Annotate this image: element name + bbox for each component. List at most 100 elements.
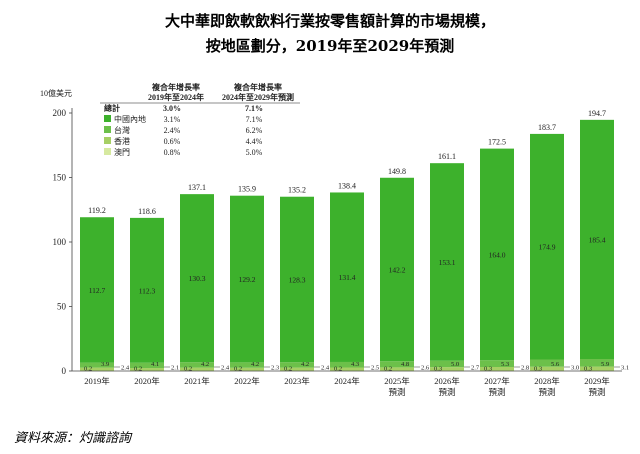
bar-label-macau: 0.2 [184,366,192,373]
legend-swatch [104,126,111,133]
bar-label-taiwan: 4.2 [301,361,309,368]
bar-label-taiwan: 4.2 [251,361,259,368]
bar-segment-中國內地 [80,217,114,363]
cagr-value-2019-2024: 3.0% [163,104,181,113]
bar-label-mainland: 185.4 [589,235,606,244]
bar-label-macau: 0.2 [234,366,242,373]
bar-label-taiwan: 3.9 [101,361,109,368]
bar-total-label: 138.4 [338,181,356,190]
cagr-value-2019-2024: 2.4% [164,126,181,135]
bar-total-label: 137.1 [188,183,206,192]
bar-label-mainland: 128.3 [289,275,306,284]
bar-segment-台灣 [380,361,414,368]
x-axis: 2019年 2020年 2021年 2022年 2023年 2024年 2025年預測202… [72,370,622,397]
x-tick-sublabel: 預測 [488,387,505,397]
bar-label-mainland: 112.3 [139,286,156,295]
bar-label-macau: 0.2 [84,366,92,373]
bar-segment-台灣 [180,362,214,368]
bar-segment-中國內地 [530,133,564,360]
bar-segment-中國內地 [330,192,364,362]
bar-label-taiwan: 5.3 [501,361,509,368]
legend-label: 台灣 [114,125,130,135]
bar-label-hongkong: 3.1 [621,365,629,372]
x-tick-sublabel: 預測 [538,387,555,397]
y-tick-label: 150 [53,173,67,183]
bar-label-mainland: 129.2 [239,275,256,284]
source-note: 資料來源：灼識諮詢 [14,431,133,446]
bar-label-macau: 0.3 [534,366,542,373]
x-tick-label: 2026年 [434,376,460,386]
bar-label-hongkong: 2.7 [471,365,480,372]
bar-label-mainland: 174.9 [539,243,556,252]
bar-label-hongkong: 2.4 [221,365,230,372]
bar-label-mainland: 112.7 [89,286,106,295]
bar-total-label: 135.9 [238,185,256,194]
bar-label-mainland: 142.2 [389,265,406,274]
cagr-value-2024-2029: 5.0% [246,148,263,157]
bar-segment-中國內地 [180,194,214,363]
y-tick-label: 0 [62,366,67,376]
legend-label-total: 總計 [104,103,120,113]
bar-segment-台灣 [580,359,614,367]
legend-label: 香港 [114,136,130,146]
bar-label-hongkong: 2.3 [271,365,279,372]
bar-label-mainland: 131.4 [339,273,356,282]
bar-total-label: 194.7 [588,109,606,118]
bar-label-macau: 0.2 [334,366,342,373]
legend-label: 澳門 [114,147,130,157]
x-tick-label: 2025年 [384,376,410,386]
cagr-rows: 總計 3.0% 7.1% 中國內地 3.1% 7.1% 台灣 2.4% 6.2% 香港 0.6% 4.… [104,103,263,157]
x-tick-sublabel: 預測 [588,387,605,397]
x-tick-label: 2019年 [84,376,110,386]
legend-swatch [104,148,111,155]
bar-segment-中國內地 [130,217,164,363]
x-tick-sublabel: 預測 [438,387,455,397]
bar-label-macau: 0.3 [484,366,492,373]
cagr-value-2019-2024: 0.8% [164,148,181,157]
x-tick-sublabel: 預測 [388,387,405,397]
bar-total-label: 119.2 [88,206,106,215]
bar-segment-台灣 [530,359,564,367]
x-tick-label: 2024年 [334,376,360,386]
bar-segment-香港 [280,367,314,371]
bar-label-hongkong: 2.4 [121,365,130,372]
bar-segment-香港 [580,366,614,371]
bar-label-mainland: 130.3 [189,274,206,283]
bar-label-hongkong: 3.0 [571,365,579,372]
bar-segment-台灣 [330,361,364,368]
bar-segment-台灣 [130,362,164,369]
bar-total-label: 172.5 [488,138,506,147]
bar-label-hongkong: 2.4 [321,365,330,372]
bar-label-macau: 0.2 [284,366,292,373]
bar-total-label: 161.1 [438,152,456,161]
bar-total-label: 183.7 [538,123,556,132]
bar-segment-台灣 [230,362,264,368]
y-tick-label: 100 [53,237,67,247]
bar-segment-香港 [430,367,464,371]
chart-title-line1: 大中華即飲軟飲料行業按零售額計算的市場規模， [165,12,495,30]
bar-total-label: 118.6 [138,207,156,216]
bar-segment-香港 [530,366,564,371]
cagr-table: 複合年增長率 2019年至2024年 複合年增長率 2024年至2029年預測 … [100,82,300,157]
bar-segment-中國內地 [430,163,464,361]
bar-label-hongkong: 2.5 [371,365,379,372]
bar-segment-台灣 [480,360,514,368]
legend-label: 中國內地 [114,114,146,124]
bar-segment-台灣 [430,360,464,368]
cagr-value-2024-2029: 4.4% [246,137,263,146]
x-tick-label: 2028年 [534,376,560,386]
bar-segment-香港 [180,367,214,371]
cagr-value-2019-2024: 3.1% [164,115,181,124]
bar-label-hongkong: 2.6 [421,365,430,372]
bar-label-taiwan: 5.0 [451,361,459,368]
bar-label-macau: 0.3 [434,366,442,373]
y-axis: 0 50 100 150 200 [53,108,73,376]
bar-segment-香港 [330,367,364,371]
bar-label-taiwan: 4.1 [151,361,159,368]
bar-label-mainland: 164.0 [489,250,506,259]
cagr-value-2024-2029: 7.1% [245,104,263,113]
bar-segment-中國內地 [280,196,314,363]
bar-label-macau: 0.2 [384,366,392,373]
chart-title-line2: 按地區劃分，2019年至2029年預測 [206,37,455,55]
